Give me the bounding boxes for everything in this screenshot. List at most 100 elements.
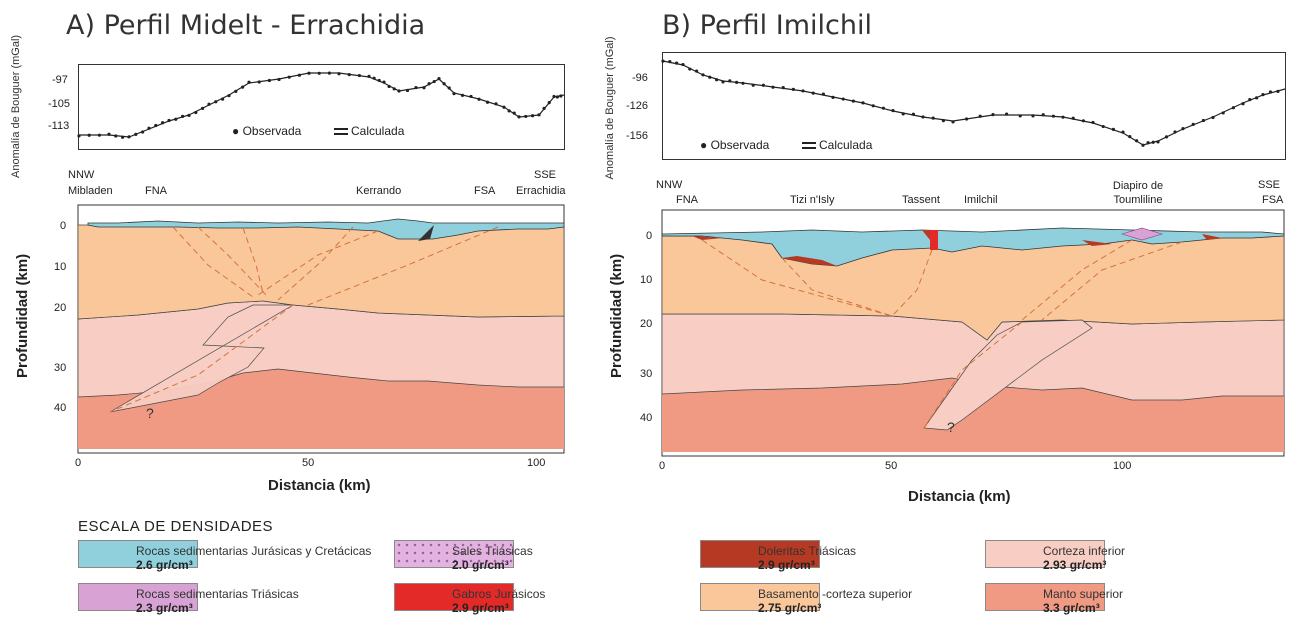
observed-point: [98, 134, 101, 137]
observed-point: [461, 94, 464, 97]
legend-item-value: 2.9 gr/cm³: [758, 558, 815, 572]
observed-point: [1156, 140, 1159, 143]
observed-point: [1248, 98, 1251, 101]
observed-point: [298, 74, 301, 77]
observed-point: [1147, 141, 1150, 144]
observed-point: [187, 114, 190, 117]
panel-b-location: Diapiro de Toumliline: [1096, 179, 1180, 207]
panel-b-gravity-tick: -96: [632, 72, 648, 84]
legend-item-value: 2.75 gr/cm³: [758, 601, 821, 615]
panel-a-gravity-tick: -105: [48, 98, 70, 110]
panel-b-x-tick: 0: [659, 460, 665, 472]
observed-point: [448, 86, 451, 89]
observed-point: [932, 117, 935, 120]
observed-point: [537, 113, 540, 116]
observed-point: [852, 99, 855, 102]
observed-point: [735, 81, 738, 84]
legend-item-name: Sales Triásicas: [452, 544, 533, 558]
observed-point: [513, 112, 516, 115]
observed-point: [88, 134, 91, 137]
panel-b-location: Tizi n'Isly: [790, 193, 834, 207]
observed-point: [1241, 102, 1244, 105]
observed-point: [548, 101, 551, 104]
observed-point: [1031, 114, 1034, 117]
observed-point: [1152, 141, 1155, 144]
observed-point: [661, 60, 664, 63]
panel-a-x-label: Distancia (km): [268, 477, 371, 494]
observed-point: [247, 81, 250, 84]
panel-a-title: A) Perfil Midelt - Errachidia: [66, 10, 425, 41]
panel-b-depth-tick: 0: [646, 230, 652, 242]
observed-point: [782, 86, 785, 89]
observed-point: [1211, 116, 1214, 119]
panel-b-location: FSA: [1262, 193, 1283, 207]
panel-a-legend-calculated-label: Calculada: [351, 124, 404, 138]
observed-point: [728, 79, 731, 82]
panel-b-location: FNA: [676, 193, 698, 207]
observed-point: [902, 112, 905, 115]
panel-a-depth-tick: 0: [60, 220, 66, 232]
observed-point: [428, 82, 431, 85]
panel-a-location: Errachidia: [516, 184, 566, 198]
observed-point: [912, 113, 915, 116]
observed-point: [688, 67, 691, 70]
observed-point: [1102, 125, 1105, 128]
observed-point: [127, 135, 130, 138]
observed-point: [378, 79, 381, 82]
legend-item-value: 3.3 gr/cm³: [1043, 601, 1100, 615]
observed-point: [524, 115, 527, 118]
observed-point: [1072, 117, 1075, 120]
panel-b-x-tick: 50: [885, 460, 897, 472]
observed-point: [288, 76, 291, 79]
observed-point: [1042, 113, 1045, 116]
calculated-curve: [79, 73, 564, 137]
observed-point: [147, 127, 150, 130]
observed-point: [422, 86, 425, 89]
observed-point: [1121, 131, 1124, 134]
observed-point: [1135, 139, 1138, 142]
panel-a-gravity-tick: -113: [48, 120, 69, 132]
panel-a-x-tick: 0: [75, 457, 81, 469]
observed-point: [543, 107, 546, 110]
observed-point: [367, 75, 370, 78]
observed-point: [141, 130, 144, 133]
observed-point: [214, 100, 217, 103]
observed-point: [842, 97, 845, 100]
observed-point: [1173, 130, 1176, 133]
observed-point: [552, 95, 555, 98]
observed-point: [517, 115, 520, 118]
observed-point: [508, 109, 511, 112]
observed-point: [382, 81, 385, 84]
panel-b-legend-observed-label: Observada: [711, 138, 770, 152]
panel-a-depth-tick: 20: [54, 302, 66, 314]
observed-point: [1052, 115, 1055, 118]
panel-a-location: Mibladen: [68, 184, 113, 198]
panel-b-legend-calculated-label: Calculada: [819, 138, 872, 152]
legend-item-name: Rocas sedimentarias Jurásicas y Cretácic…: [136, 544, 371, 558]
calculated-curve: [663, 61, 1285, 145]
observed-point: [221, 98, 224, 101]
panel-a-x-tick: 100: [527, 457, 545, 469]
observed-point: [107, 133, 110, 136]
legend-item-name: Gabros Jurásicos: [452, 587, 545, 601]
observed-point: [328, 72, 331, 75]
panel-b-cross-section: ?: [662, 210, 1284, 456]
observed-point: [1202, 119, 1205, 122]
observed-point: [1005, 112, 1008, 115]
observed-point: [277, 78, 280, 81]
panel-a-depth-tick: 30: [54, 362, 66, 374]
panel-a-depth-tick: 10: [54, 261, 66, 273]
observed-point: [373, 77, 376, 80]
observed-point: [318, 72, 321, 75]
observed-point: [388, 85, 391, 88]
observed-point: [861, 101, 864, 104]
observed-point: [154, 124, 157, 127]
observed-point: [1019, 114, 1022, 117]
panel-a-gravity-tick: -97: [52, 74, 68, 86]
observed-point: [134, 133, 137, 136]
panel-a-legend-observed: ● Observada: [232, 124, 301, 138]
observed-point: [675, 61, 678, 64]
panel-b-depth-tick: 10: [640, 274, 652, 286]
observed-point: [1165, 135, 1168, 138]
observed-point: [771, 86, 774, 89]
